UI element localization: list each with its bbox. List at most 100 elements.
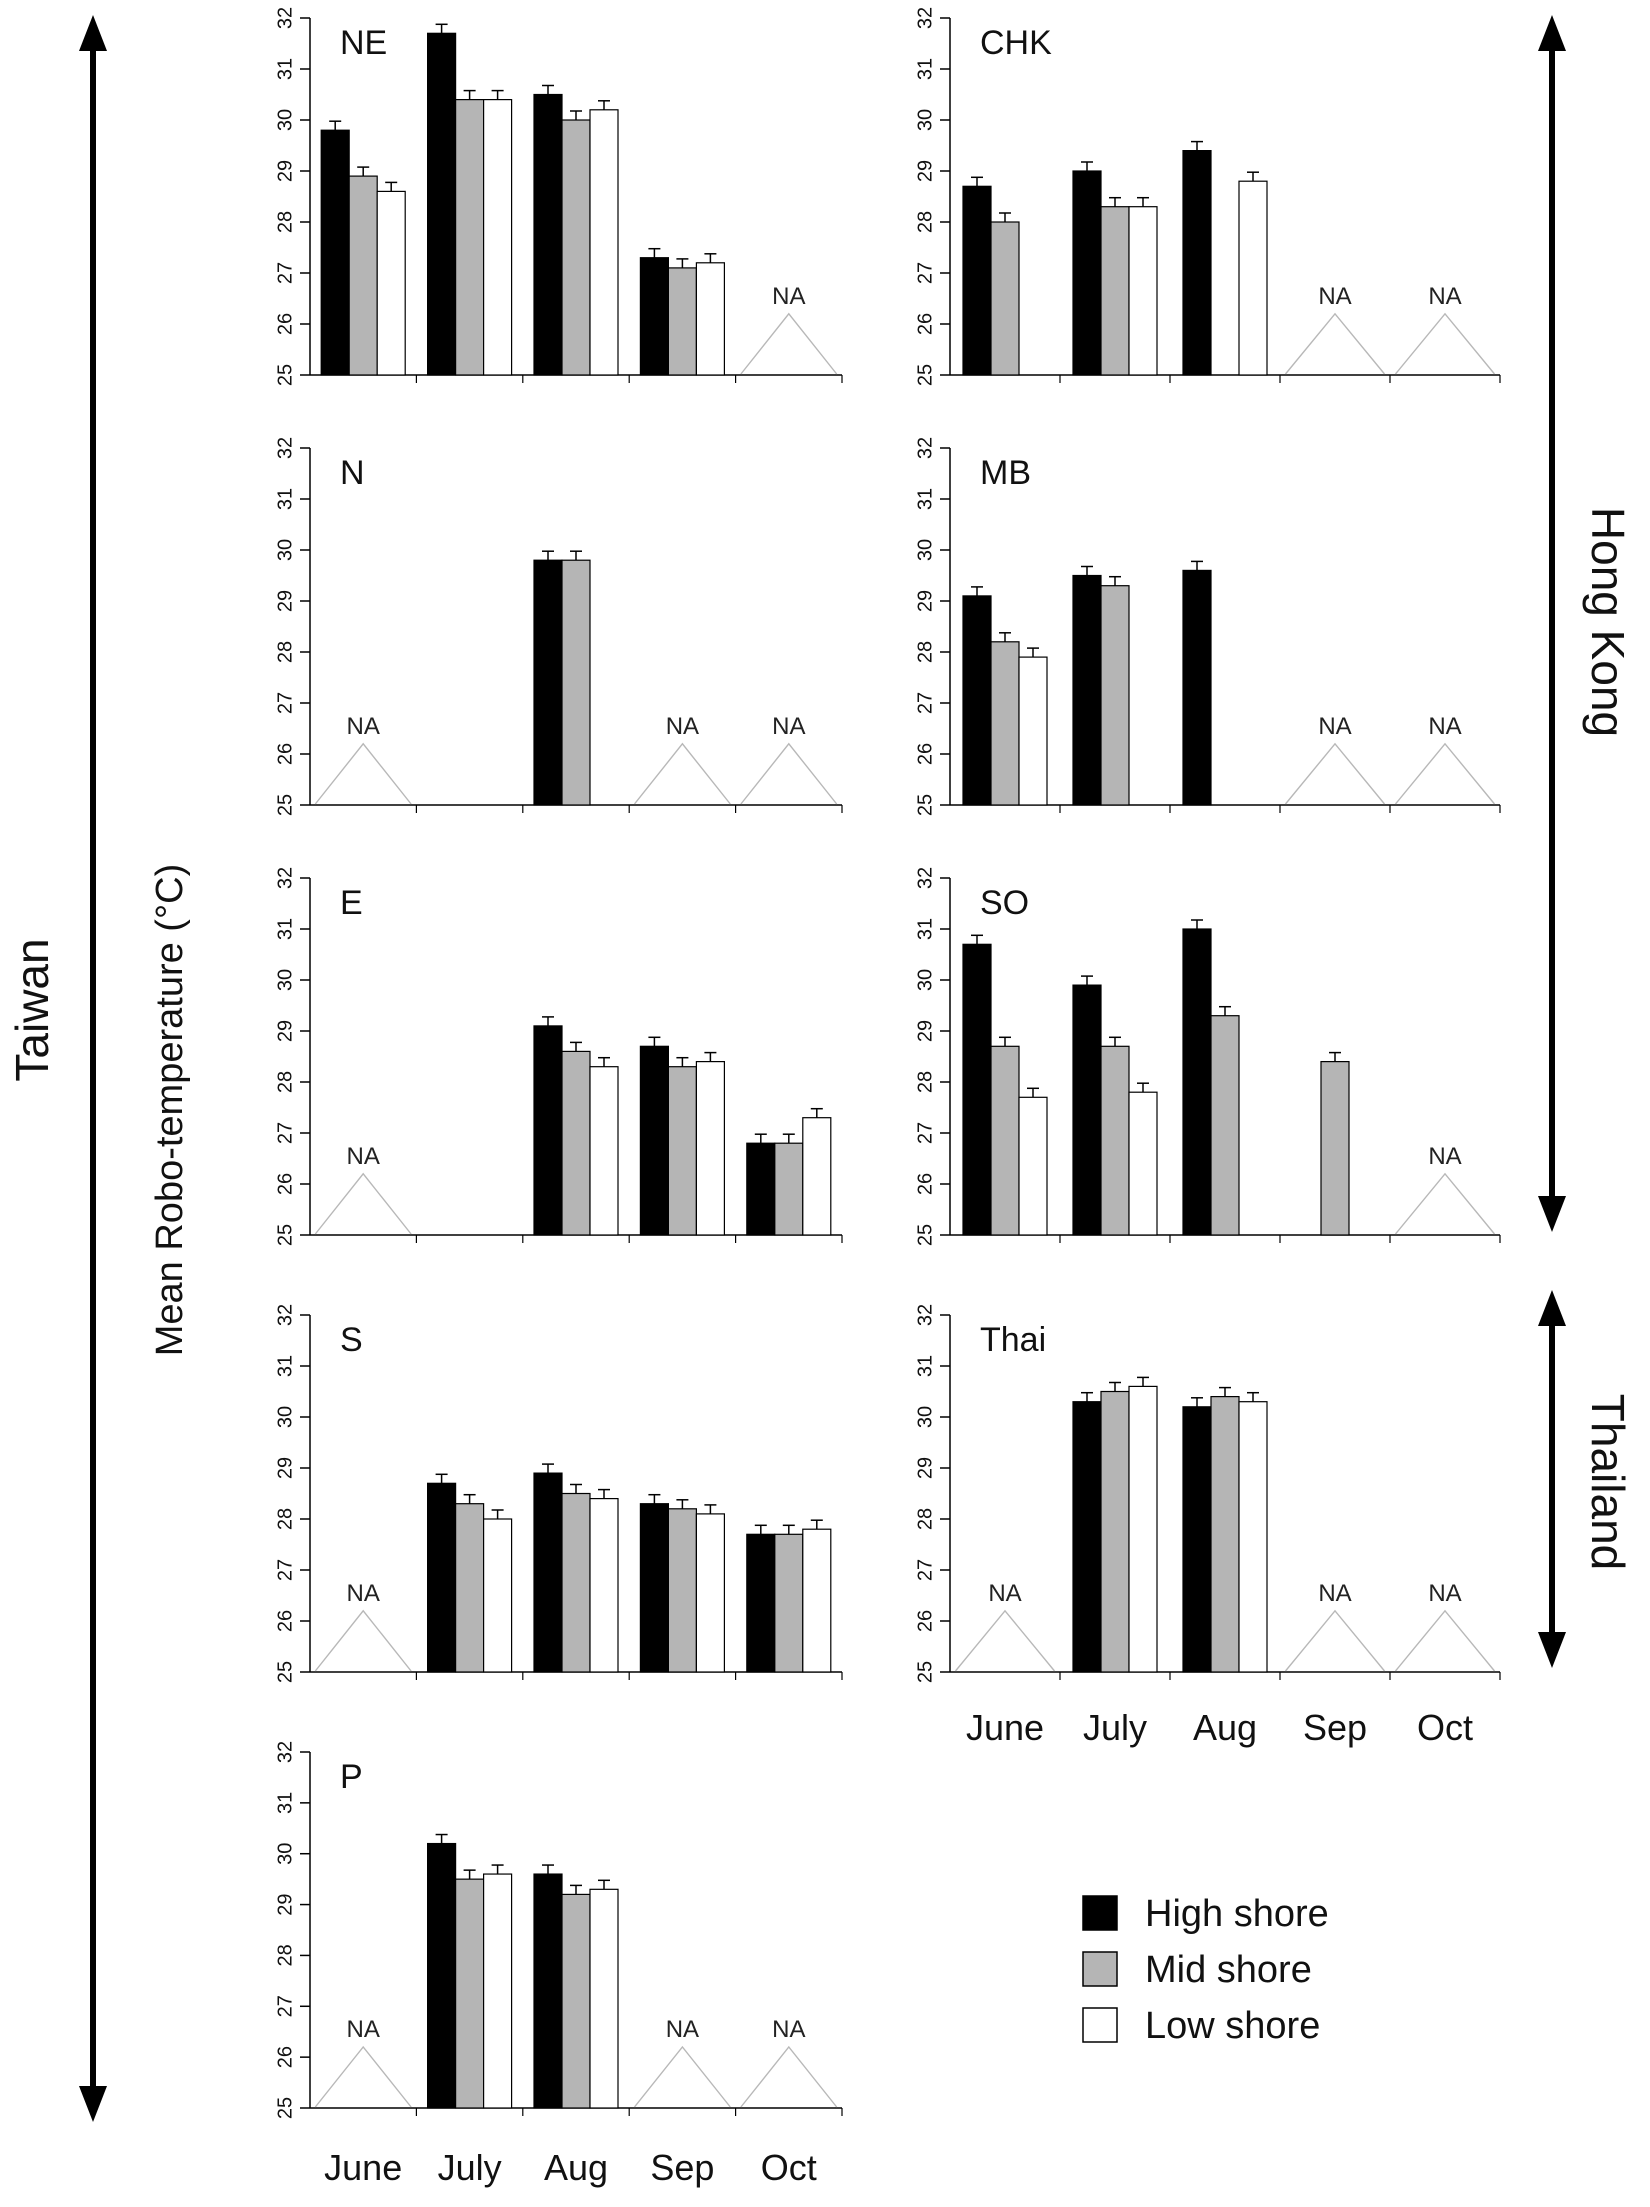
panel-e-na-label-june: NA <box>347 1143 380 1170</box>
panel-n-title: N <box>340 454 365 492</box>
panel-mb-na-label-sep: NA <box>1318 713 1351 740</box>
panel-s-ytick-label: 26 <box>274 1610 296 1632</box>
panel-chk-ytick-label: 32 <box>914 7 936 29</box>
panel-e-bar-high-shore-oct <box>746 1142 776 1236</box>
panel-e-title: E <box>340 884 363 922</box>
panel-mb-ytick-label: 28 <box>914 641 936 663</box>
panel-s-ytick-label: 32 <box>274 1304 296 1326</box>
panel-mb-na-marker-sep <box>1284 742 1386 805</box>
panel-chk-na-label-sep: NA <box>1318 283 1351 310</box>
panel-s-ytick-label: 31 <box>274 1355 296 1377</box>
panel-chk-ytick-label: 25 <box>914 364 936 386</box>
panel-e-ytick-label: 29 <box>274 1020 296 1042</box>
panel-thai-ytick-label: 28 <box>914 1508 936 1530</box>
panel-so-ytick-label: 31 <box>914 918 936 940</box>
month-label-oct: Oct <box>1417 1707 1473 1748</box>
legend-label-high-shore: High shore <box>1145 1893 1329 1935</box>
panel-mb-bar-high-shore-june <box>962 595 992 806</box>
panel-thai-na-label-oct: NA <box>1428 1580 1461 1607</box>
panel-p-na-marker-oct <box>740 2045 838 2108</box>
panel-thai-na-marker-oct <box>1394 1609 1496 1672</box>
panel-thai-bar-mid-shore-july <box>1100 1390 1130 1673</box>
panel-thai-na-marker-june <box>954 1609 1056 1672</box>
panel-thai-bar-low-shore-aug <box>1238 1401 1268 1673</box>
panel-p-ytick-label: 32 <box>274 1741 296 1763</box>
panel-ne-bar-mid-shore-aug <box>561 119 591 376</box>
panel-ne-ytick-label: 25 <box>274 364 296 386</box>
panel-so-bar-low-shore-july <box>1128 1091 1158 1236</box>
panel-ne-bar-low-shore-aug <box>589 109 619 376</box>
panel-s-title: S <box>340 1321 363 1359</box>
panel-mb-na-label-oct: NA <box>1428 713 1461 740</box>
panel-n-bar-mid-shore-aug <box>561 559 591 806</box>
panel-ne-na-marker-oct <box>740 312 838 375</box>
panel-p-na-label-sep: NA <box>666 2016 699 2043</box>
panel-mb-na-marker-oct <box>1394 742 1496 805</box>
legend: High shore Mid shore Low shore <box>1082 1893 1329 2047</box>
taiwan-arrow-head-up <box>79 15 107 51</box>
legend-label-low-shore: Low shore <box>1145 2005 1320 2047</box>
panel-so-ytick-label: 25 <box>914 1224 936 1246</box>
legend-swatch-high-shore <box>1082 1895 1118 1931</box>
panel-p-bar-mid-shore-aug <box>561 1893 591 2109</box>
panel-thai-title: Thai <box>980 1321 1046 1359</box>
panel-so-ytick-label: 32 <box>914 867 936 889</box>
panel-ne-bar-high-shore-july <box>427 32 457 376</box>
panel-ne-na-label-oct: NA <box>772 283 805 310</box>
panel-thai-na-marker-sep <box>1284 1609 1386 1672</box>
panel-s-bar-low-shore-aug <box>589 1497 619 1673</box>
panel-ne-title: NE <box>340 24 387 62</box>
panel-e-ytick-label: 27 <box>274 1122 296 1144</box>
taiwan-arrow-head-down <box>79 2086 107 2122</box>
panel-s-ytick-label: 28 <box>274 1508 296 1530</box>
panel-s-bar-mid-shore-aug <box>561 1492 591 1673</box>
panel-s-bar-high-shore-july <box>427 1482 457 1673</box>
panel-so-na-marker-oct <box>1394 1172 1496 1235</box>
panel-ne-bar-mid-shore-june <box>348 175 378 376</box>
panel-mb-bar-high-shore-july <box>1072 574 1102 806</box>
region-arrows <box>79 15 1566 2122</box>
panel-mb-bar-mid-shore-july <box>1100 585 1130 806</box>
panel-e-bar-low-shore-sep <box>695 1060 726 1236</box>
panel-s-na-label-june: NA <box>347 1580 380 1607</box>
panel-n-bar-high-shore-aug <box>533 559 563 806</box>
panel-so-bar-low-shore-june <box>1018 1096 1048 1236</box>
panel-mb-ytick-label: 25 <box>914 794 936 816</box>
panel-ne-ytick-label: 31 <box>274 58 296 80</box>
panel-p-ytick-label: 26 <box>274 2046 296 2068</box>
panel-n-na-marker-oct <box>740 742 838 805</box>
month-label-sep: Sep <box>650 2147 714 2188</box>
panel-e-ytick-label: 26 <box>274 1173 296 1195</box>
panel-n-ytick-label: 29 <box>274 590 296 612</box>
panel-n-ytick-label: 28 <box>274 641 296 663</box>
month-label-sep: Sep <box>1303 1707 1367 1748</box>
panel-s-bar-mid-shore-oct <box>774 1533 804 1673</box>
panel-mb-ytick-label: 31 <box>914 488 936 510</box>
panel-p-ytick-label: 31 <box>274 1792 296 1814</box>
panel-chk-bar-low-shore-july <box>1128 206 1158 376</box>
panel-n-ytick-label: 26 <box>274 743 296 765</box>
panel-ne-ytick-label: 32 <box>274 7 296 29</box>
panel-so-bar-mid-shore-sep <box>1320 1060 1350 1236</box>
month-label-july: July <box>438 2147 502 2188</box>
panel-s-bar-low-shore-sep <box>695 1513 726 1673</box>
panel-chk-ytick-label: 27 <box>914 262 936 284</box>
panel-s-bar-high-shore-aug <box>533 1472 563 1673</box>
panel-so-ytick-label: 29 <box>914 1020 936 1042</box>
month-label-aug: Aug <box>544 2147 608 2188</box>
panel-s-bar-mid-shore-july <box>455 1503 485 1673</box>
panel-thai-bar-mid-shore-aug <box>1210 1395 1240 1673</box>
panel-chk-na-marker-sep <box>1284 312 1386 375</box>
hong-kong-arrow-head-up <box>1538 15 1566 51</box>
panel-p-ytick-label: 28 <box>274 1944 296 1966</box>
panel-p-bar-mid-shore-july <box>455 1878 485 2109</box>
panel-mb-ytick-label: 26 <box>914 743 936 765</box>
panel-s-bar-high-shore-sep <box>639 1503 670 1673</box>
region-label-thailand: Thailand <box>1582 1394 1634 1570</box>
panel-chk-ytick-label: 31 <box>914 58 936 80</box>
panel-thai-ytick-label: 30 <box>914 1406 936 1428</box>
panel-p-ytick-label: 27 <box>274 1995 296 2017</box>
month-labels: June July Aug Sep Oct June July Aug Sep Oct <box>324 1707 1473 2188</box>
panel-so-bar-mid-shore-aug <box>1210 1015 1240 1236</box>
thailand-arrow-head-up <box>1538 1290 1566 1326</box>
